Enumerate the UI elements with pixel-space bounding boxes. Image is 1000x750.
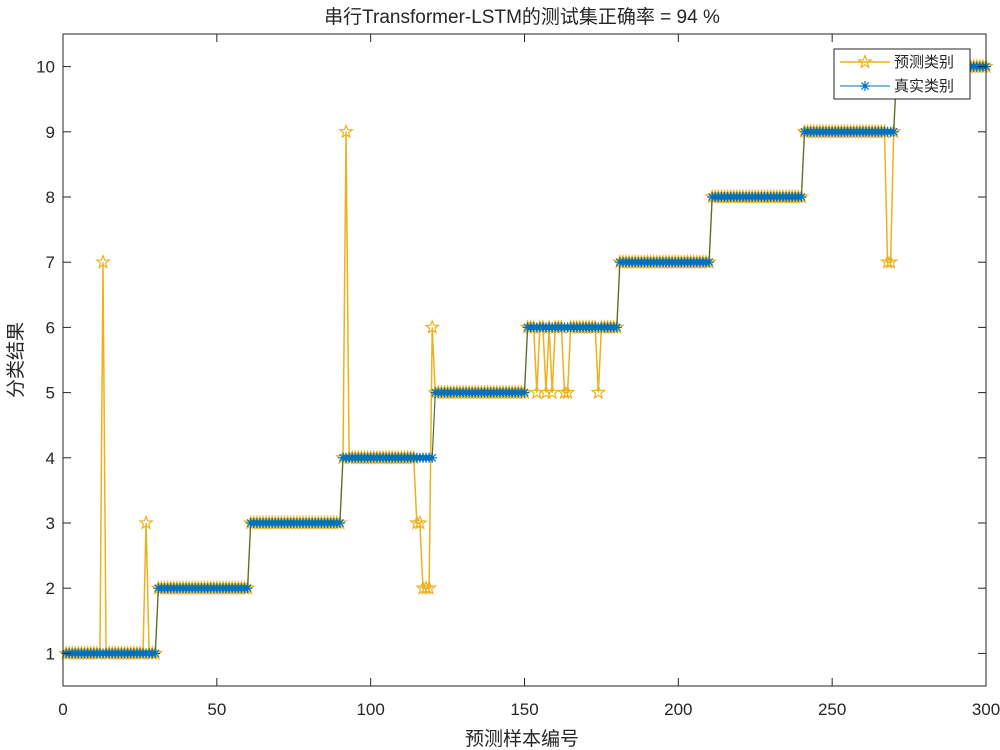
legend-star-icon — [857, 53, 873, 69]
predicted-point — [882, 253, 899, 269]
predicted-point — [590, 384, 607, 400]
true-point — [334, 518, 345, 528]
true-point — [427, 452, 438, 463]
true-point — [704, 257, 715, 268]
legend-label-true: 真实类别 — [894, 77, 954, 95]
predicted-point — [424, 319, 441, 335]
true-point — [519, 387, 530, 398]
predicted-point — [95, 253, 111, 269]
predicted-point — [338, 123, 354, 139]
x-tick-label: 300 — [972, 700, 1000, 719]
series-true — [61, 61, 991, 659]
x-tick-label: 100 — [356, 700, 384, 719]
y-tick-label: 5 — [46, 384, 55, 403]
true-point — [888, 126, 899, 137]
true-point — [150, 648, 161, 659]
plot-area: 0 50 100 150 200 250 300 1 2 3 4 5 6 7 8 9 10 — [36, 33, 1000, 719]
y-tick-label: 7 — [46, 253, 55, 272]
x-axis-ticks: 0 50 100 150 200 250 300 — [58, 34, 1000, 719]
x-tick-label: 50 — [207, 700, 226, 719]
predicted-point — [412, 514, 428, 530]
legend-box — [833, 48, 971, 100]
predicted-point — [138, 514, 154, 530]
x-tick-label: 0 — [58, 700, 67, 719]
y-tick-label: 10 — [36, 58, 55, 77]
x-tick-label: 200 — [664, 700, 692, 719]
true-point — [796, 192, 807, 202]
predicted-point — [421, 579, 437, 595]
legend-marker-true-asterisk-icon — [860, 81, 870, 91]
true-point — [242, 583, 253, 594]
legend-asterisk-icon — [860, 81, 870, 91]
legend-label-predicted: 预测类别 — [894, 53, 954, 71]
x-axis-title: 预测样本编号 — [465, 728, 579, 750]
y-tick-label: 2 — [46, 579, 55, 598]
y-tick-label: 8 — [46, 188, 55, 207]
legend-marker-predicted-star-icon — [857, 53, 873, 69]
predicted-point — [544, 384, 560, 400]
legend: 预测类别 真实类别 — [833, 48, 971, 100]
true-point — [611, 322, 622, 333]
x-tick-label: 150 — [510, 700, 538, 719]
y-tick-label: 3 — [46, 514, 55, 533]
chart-title: 串行Transformer-LSTM的测试集正确率 = 94 % — [324, 6, 720, 28]
predicted-point — [559, 384, 576, 400]
y-tick-label: 9 — [46, 123, 55, 142]
y-tick-label: 4 — [46, 449, 55, 468]
y-tick-label: 6 — [46, 318, 55, 337]
axes-background — [63, 34, 986, 686]
y-tick-label: 1 — [46, 644, 55, 663]
y-axis-ticks: 1 2 3 4 5 6 7 8 9 10 — [36, 58, 986, 663]
y-axis-title: 分类结果 — [5, 322, 27, 398]
x-tick-label: 250 — [818, 700, 846, 719]
